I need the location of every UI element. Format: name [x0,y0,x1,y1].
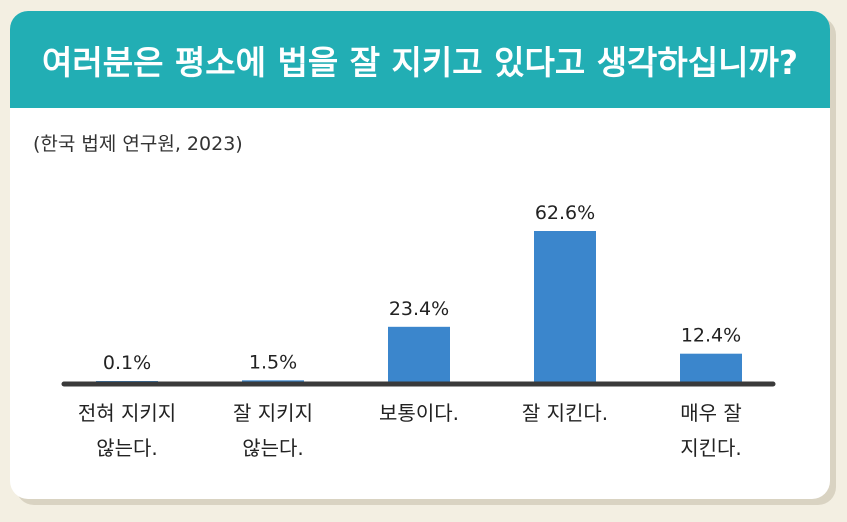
data-label: 62.6% [535,202,595,224]
bar [388,326,450,384]
category-label: 전혀 지키지 [78,401,176,425]
category-label: 않는다. [242,436,304,460]
data-label: 12.4% [681,325,741,347]
data-label: 0.1% [103,352,151,374]
data-label: 1.5% [249,351,297,373]
category-label: 잘 지키지 [233,401,313,425]
category-label: 잘 지킨다. [522,401,608,425]
title-banner: 여러분은 평소에 법을 잘 지키고 있다고 생각하십니까? [10,11,830,108]
source-note: (한국 법제 연구원, 2023) [33,133,243,155]
category-label: 매우 잘 [680,401,742,425]
category-label: 지킨다. [680,436,742,460]
category-label: 보통이다. [379,401,459,425]
chart-card: 여러분은 평소에 법을 잘 지키고 있다고 생각하십니까? (한국 법제 연구원… [10,11,830,499]
data-label: 23.4% [389,298,449,320]
chart-title: 여러분은 평소에 법을 잘 지키고 있다고 생각하십니까? [42,42,798,82]
bar [680,353,742,384]
category-label: 않는다. [96,436,158,460]
bar [534,231,596,384]
